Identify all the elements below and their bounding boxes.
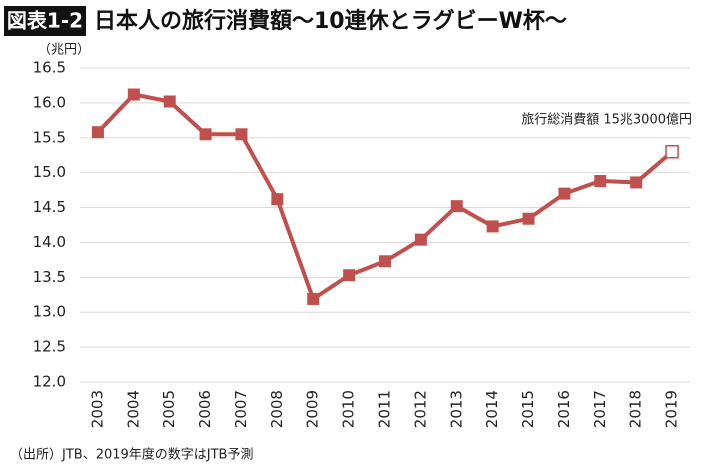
figure-label-box bbox=[4, 6, 86, 36]
y-tick-label: 14.5 bbox=[33, 198, 66, 216]
y-unit: （兆円） bbox=[38, 43, 90, 58]
y-tick-label: 13.0 bbox=[33, 303, 66, 321]
x-tick-label: 2010 bbox=[340, 390, 358, 428]
marker bbox=[343, 269, 356, 282]
x-tick-label: 2017 bbox=[591, 390, 609, 428]
x-tick-label: 2013 bbox=[447, 390, 465, 428]
y-tick-label: 12.0 bbox=[33, 373, 66, 391]
y-tick-label: 15.0 bbox=[33, 163, 66, 181]
source: （出所）JTB、2019年度の数字はJTB予測 bbox=[10, 447, 253, 463]
x-tick-label: 2012 bbox=[411, 390, 429, 428]
x-tick-label: 2004 bbox=[124, 390, 142, 428]
marker bbox=[665, 144, 679, 159]
x-tick-label: 2007 bbox=[232, 390, 250, 428]
marker bbox=[379, 255, 391, 268]
y-tick-label: 13.5 bbox=[33, 268, 66, 286]
y-tick-label: 15.5 bbox=[33, 128, 66, 146]
x-tick-label: 2018 bbox=[627, 390, 645, 428]
marker bbox=[163, 95, 176, 108]
marker bbox=[522, 212, 535, 225]
marker bbox=[450, 200, 463, 213]
marker bbox=[199, 128, 212, 141]
y-tick-label: 14.0 bbox=[33, 233, 66, 251]
x-tick-label: 2003 bbox=[88, 390, 106, 428]
marker bbox=[307, 292, 320, 305]
marker bbox=[271, 193, 284, 206]
x-tick-label: 2014 bbox=[483, 390, 501, 428]
x-tick-label: 2009 bbox=[304, 390, 322, 428]
x-tick-label: 2008 bbox=[268, 390, 286, 428]
marker bbox=[486, 220, 499, 233]
annotation: 旅行総消費額 15兆3000億円 bbox=[521, 112, 692, 128]
marker bbox=[558, 187, 571, 200]
x-tick-label: 2005 bbox=[160, 390, 178, 428]
x-tick-label: 2006 bbox=[196, 390, 214, 428]
y-tick-label: 16.5 bbox=[33, 59, 66, 77]
marker bbox=[235, 128, 248, 141]
marker bbox=[127, 88, 140, 101]
x-tick-label: 2016 bbox=[555, 390, 573, 428]
marker bbox=[414, 233, 427, 246]
figure-label: 図表1-2 bbox=[7, 9, 83, 33]
x-tick-label: 2019 bbox=[663, 390, 681, 428]
x-tick-label: 2015 bbox=[519, 390, 537, 428]
marker bbox=[91, 126, 104, 139]
marker bbox=[594, 175, 607, 188]
y-tick-label: 12.5 bbox=[33, 338, 66, 356]
chart-title: 日本人の旅行消費額〜10連休とラグビーW杯〜 bbox=[94, 8, 567, 34]
y-tick-label: 16.0 bbox=[33, 93, 66, 111]
x-tick-label: 2011 bbox=[376, 390, 394, 428]
marker bbox=[630, 176, 643, 189]
